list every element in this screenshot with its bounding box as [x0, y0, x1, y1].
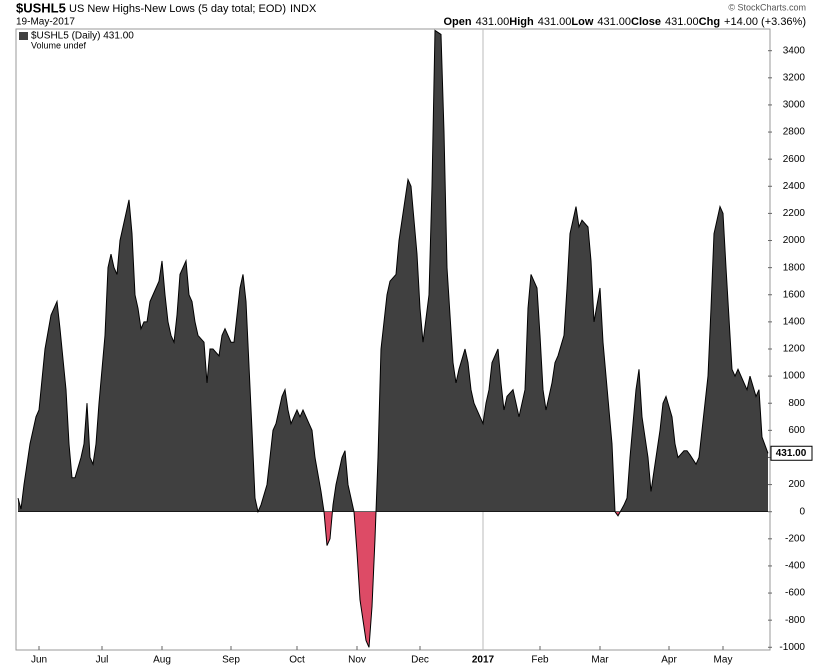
- symbol: $USHL5: [16, 0, 66, 15]
- x-tick-label: Jun: [31, 655, 47, 666]
- y-tick-label: 2800: [783, 127, 806, 138]
- x-tick-label: Apr: [661, 655, 677, 666]
- y-tick-label: 200: [788, 479, 805, 490]
- quote-value: 431.00: [476, 16, 510, 28]
- x-tick-label: Mar: [591, 655, 609, 666]
- chart-title: US New Highs-New Lows (5 day total; EOD): [69, 3, 286, 15]
- legend-entry: Volume undef: [31, 40, 87, 50]
- quote-value: +14.00 (+3.36%): [724, 16, 806, 28]
- x-tick-label: Aug: [153, 655, 171, 666]
- line: [17, 29, 769, 648]
- y-tick-label: -600: [785, 588, 805, 599]
- date: 19-May-2017: [16, 17, 75, 28]
- quote-label: Low: [571, 16, 593, 28]
- y-tick-label: -800: [785, 615, 805, 626]
- y-tick-label: 2000: [783, 235, 806, 246]
- last-value-box: [770, 445, 813, 461]
- y-tick-label: -1000: [779, 642, 805, 653]
- y-tick-label: 1800: [783, 262, 806, 273]
- quote-label: Open: [443, 16, 471, 28]
- copyright: © StockCharts.com: [728, 2, 806, 12]
- x-tick-label: Dec: [411, 655, 429, 666]
- y-tick-label: 2400: [783, 181, 806, 192]
- quote-label: Chg: [699, 16, 720, 28]
- plot-frame: [15, 28, 771, 651]
- quote-value: 431.00: [665, 16, 699, 28]
- y-tick-label: 3000: [783, 100, 806, 111]
- x-tick-label: 2017: [472, 655, 495, 666]
- y-tick-label: 800: [788, 398, 805, 409]
- y-tick-label: 3200: [783, 72, 806, 83]
- x-tick-label: Jul: [96, 655, 109, 666]
- y-tick-label: 2200: [783, 208, 806, 219]
- x-tick-label: Sep: [222, 655, 240, 666]
- y-tick-label: 3400: [783, 45, 806, 56]
- y-tick-label: -400: [785, 561, 805, 572]
- y-tick-label: 1400: [783, 317, 806, 328]
- quote-value: 431.00: [597, 16, 631, 28]
- y-tick-label: 1200: [783, 344, 806, 355]
- legend-swatch: [19, 32, 28, 40]
- last-value-label: 431.00: [776, 448, 807, 459]
- y-tick-label: 600: [788, 425, 805, 436]
- y-tick-label: -200: [785, 533, 805, 544]
- y-tick-label: 0: [799, 506, 805, 517]
- quote-label: Close: [631, 16, 661, 28]
- x-tick-label: Feb: [531, 655, 549, 666]
- x-tick-label: May: [714, 655, 733, 666]
- quote-label: High: [509, 16, 534, 28]
- x-tick-label: Oct: [289, 655, 305, 666]
- y-tick-label: 2600: [783, 154, 806, 165]
- exchange: INDX: [290, 3, 317, 15]
- quote-value: 431.00: [538, 16, 572, 28]
- legend-entry: $USHL5 (Daily) 431.00: [31, 31, 134, 42]
- y-tick-label: 1000: [783, 371, 806, 382]
- area-positive: [18, 30, 768, 512]
- y-tick-label: 1600: [783, 289, 806, 300]
- x-tick-label: Nov: [348, 655, 366, 666]
- quote: Open 431.00High 431.00Low 431.00Close 431.00…: [443, 16, 806, 28]
